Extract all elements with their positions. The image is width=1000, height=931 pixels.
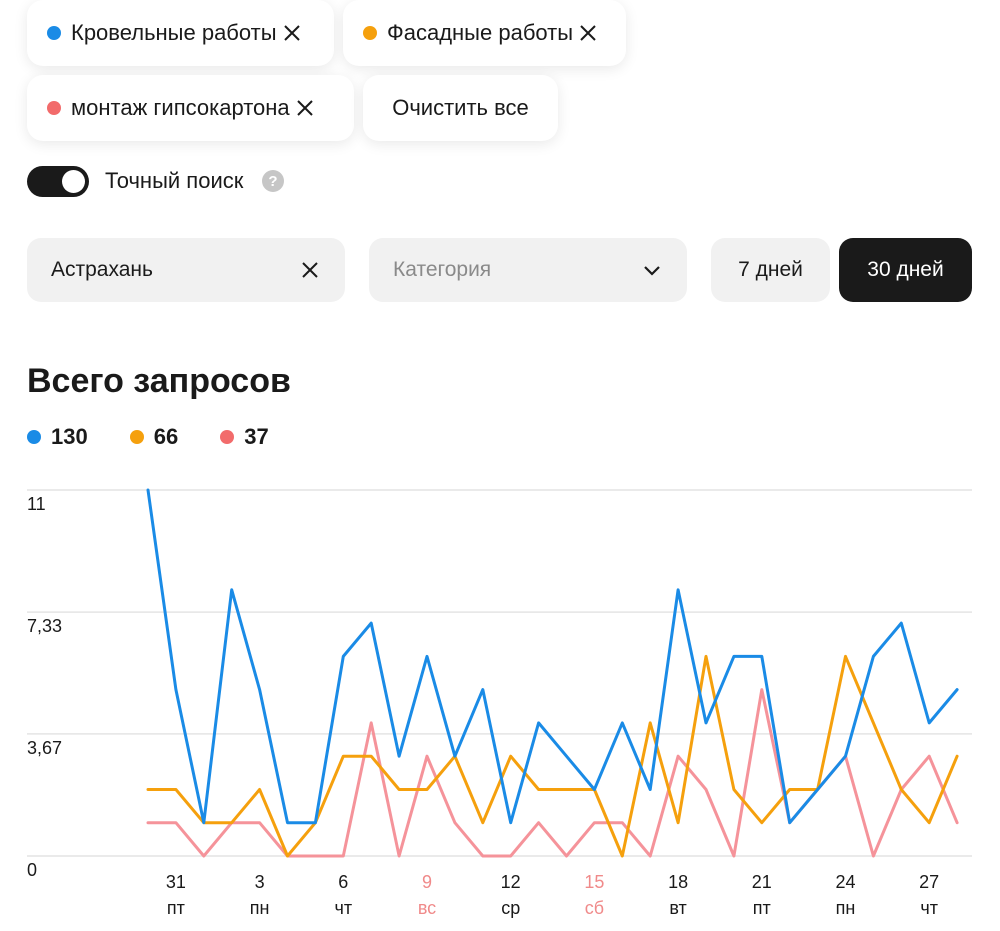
y-tick-label: 0 <box>27 860 37 880</box>
x-tick-day-label: 3 <box>255 872 265 892</box>
series-color-dot <box>363 26 377 40</box>
exact-search-toggle[interactable] <box>27 166 89 197</box>
x-tick-weekday-label: пт <box>753 898 771 918</box>
legend-dot <box>220 430 235 444</box>
x-tick-day-label: 6 <box>338 872 348 892</box>
legend-total: 130 <box>51 424 88 449</box>
x-tick-weekday-label: пт <box>167 898 185 918</box>
filter-chip-label: Кровельные работы <box>71 20 277 45</box>
series-color-dot <box>47 101 61 115</box>
x-tick-weekday-label: чт <box>334 898 352 918</box>
chart-legend: 130 66 37 <box>27 424 311 450</box>
exact-search-label: Точный поиск <box>105 168 244 193</box>
filter-chip-label: монтаж гипсокартона <box>71 95 290 120</box>
x-tick-day-label: 18 <box>668 872 688 892</box>
city-value: Астрахань <box>51 258 153 281</box>
close-icon[interactable] <box>577 22 599 44</box>
x-tick-day-label: 24 <box>835 872 855 892</box>
x-tick-weekday-label: пн <box>250 898 270 918</box>
category-placeholder: Категория <box>393 258 492 281</box>
series-color-dot <box>47 26 61 40</box>
x-tick-weekday-label: вс <box>418 898 436 918</box>
clear-all-button[interactable]: Очистить все <box>363 75 558 141</box>
x-tick-day-label: 27 <box>919 872 939 892</box>
x-tick-weekday-label: сб <box>585 898 604 918</box>
line-chart: 11 7,33 3,67 0 31 пт 3 пн 6 чт 9 вс 12 ср 15 сб 18 вт 21 пт… <box>27 488 972 918</box>
period-30-days-button[interactable]: 30 дней <box>839 238 972 302</box>
legend-item-facade: 66 <box>129 424 179 450</box>
legend-item-roofing: 130 <box>27 424 88 450</box>
x-tick-day-label: 21 <box>752 872 772 892</box>
filter-chip-facade[interactable]: Фасадные работы <box>343 0 626 66</box>
legend-item-drywall: 37 <box>220 424 269 450</box>
close-icon[interactable] <box>294 97 316 119</box>
x-tick-day-label: 9 <box>422 872 432 892</box>
y-tick-label: 7,33 <box>27 616 62 636</box>
toggle-knob <box>62 170 85 193</box>
filter-chip-label: Фасадные работы <box>387 20 574 45</box>
close-icon[interactable] <box>281 22 303 44</box>
x-tick-weekday-label: вт <box>669 898 686 918</box>
city-field[interactable]: Астрахань <box>27 238 345 302</box>
legend-total: 66 <box>153 424 179 449</box>
filter-chip-roofing[interactable]: Кровельные работы <box>27 0 334 66</box>
clear-icon[interactable] <box>299 259 321 281</box>
chart-title: Всего запросов <box>27 362 291 400</box>
clear-all-label: Очистить все <box>392 95 529 120</box>
category-select[interactable]: Категория <box>369 238 687 302</box>
y-tick-label: 3,67 <box>27 738 62 758</box>
x-tick-day-label: 31 <box>166 872 186 892</box>
help-icon[interactable]: ? <box>262 170 284 192</box>
x-tick-weekday-label: пн <box>836 898 856 918</box>
filter-chip-drywall[interactable]: монтаж гипсокартона <box>27 75 354 141</box>
chevron-down-icon <box>644 266 660 276</box>
x-tick-weekday-label: чт <box>920 898 938 918</box>
legend-dot <box>129 430 144 444</box>
series-line-1 <box>146 654 959 858</box>
series-line-2 <box>146 688 959 858</box>
x-tick-day-label: 15 <box>584 872 604 892</box>
period-7-days-button[interactable]: 7 дней <box>711 238 830 302</box>
series-line-0 <box>146 488 959 825</box>
legend-total: 37 <box>244 424 269 449</box>
legend-dot <box>27 430 41 444</box>
x-tick-weekday-label: ср <box>501 898 520 918</box>
x-tick-day-label: 12 <box>501 872 521 892</box>
y-tick-label: 11 <box>27 494 46 514</box>
